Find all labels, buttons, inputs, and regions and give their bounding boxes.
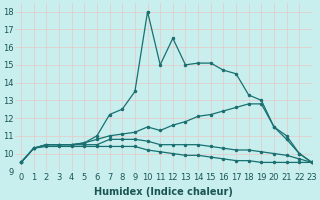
X-axis label: Humidex (Indice chaleur): Humidex (Indice chaleur) <box>94 187 233 197</box>
